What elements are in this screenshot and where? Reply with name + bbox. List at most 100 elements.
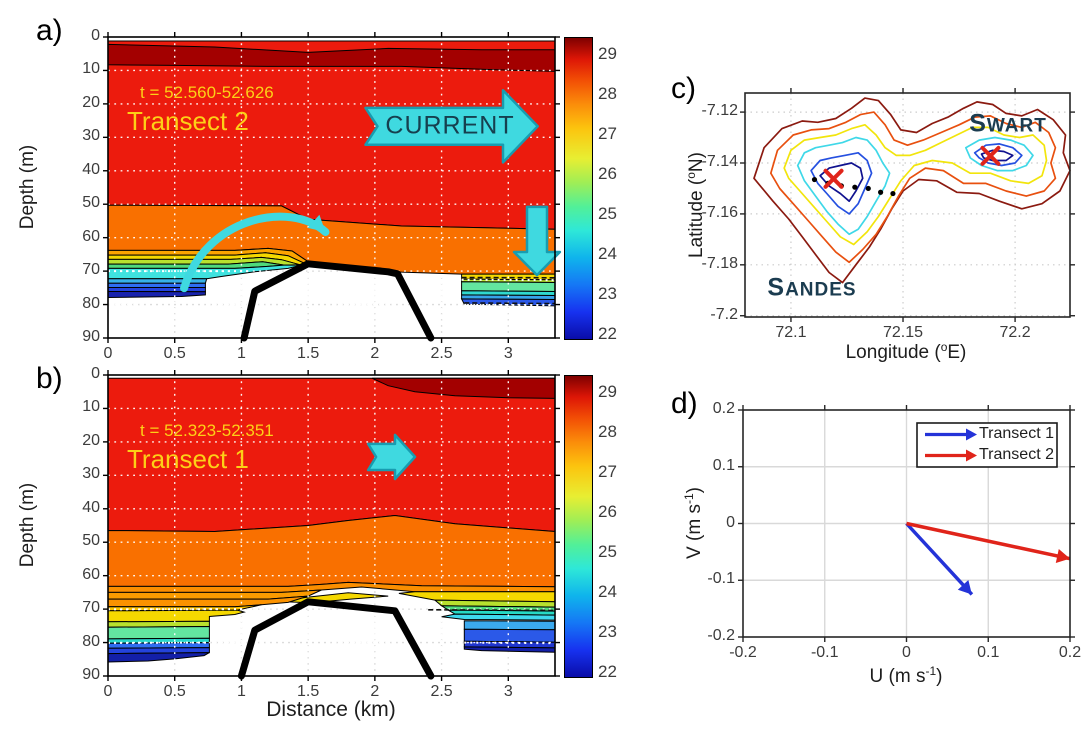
station-dot	[811, 176, 818, 183]
tick-label: 0	[91, 365, 100, 382]
y-axis-label-d: V (m s-1)	[682, 487, 706, 559]
x-axis-label-d-pre: U (m s	[869, 666, 926, 688]
dashed-contour-line	[464, 302, 556, 305]
panel-letter-c: c)	[671, 72, 696, 105]
station-dot	[865, 185, 871, 192]
y-axis-label-b: Depth (m)	[17, 482, 38, 568]
vector-arrowhead-icon	[957, 580, 972, 595]
tick-label: 70	[82, 599, 100, 617]
y-axis-label-d-pre: V (m s	[684, 504, 706, 559]
tick-label: -0.1	[810, 644, 839, 661]
swart-label: SWART	[969, 110, 1047, 139]
bathymetry-contour	[783, 123, 1048, 246]
current-label: CURRENT	[385, 111, 515, 140]
degree-sup: o	[940, 339, 948, 354]
tick-label: 30	[82, 465, 100, 483]
tick-label: -0.2	[729, 644, 757, 661]
tick-label: 0.1	[712, 456, 735, 474]
y-axis-label-d-post: )	[684, 487, 706, 494]
tick-label: 80	[82, 632, 100, 650]
contour-band	[107, 278, 208, 284]
sandes-label: SANDES	[767, 274, 856, 303]
tick-label: 23	[598, 622, 617, 642]
tick-label: 28	[598, 422, 617, 442]
panel-letter-b: b)	[36, 362, 63, 395]
legend-entry-transect-2: Transect 2	[979, 446, 1054, 463]
x-axis-label-c: Longitude (oE)	[846, 340, 967, 364]
tick-label: 20	[82, 93, 100, 111]
sandes-initial: S	[767, 273, 786, 302]
legend-box	[916, 422, 1058, 468]
station-dot	[878, 189, 884, 195]
tick-label: 24	[598, 582, 617, 602]
transect-1-label: Transect 1	[127, 444, 249, 474]
inverse-sup: -1	[925, 663, 937, 678]
time-window-label-b: t = 52.323-52.351	[140, 421, 274, 440]
inverse-sup: -1	[681, 493, 696, 505]
tick-label: 27	[598, 462, 617, 482]
legend-entry-transect-1: Transect 1	[979, 425, 1054, 442]
tick-label: 90	[82, 328, 100, 345]
tick-label: 50	[82, 532, 100, 550]
tick-label: 29	[598, 382, 617, 401]
bathymetry-contour	[964, 136, 1034, 172]
contour-band	[463, 620, 556, 631]
degree-sup: o	[683, 172, 698, 179]
tick-label: 2	[370, 345, 380, 362]
x-axis-label-c-post: E)	[947, 342, 967, 364]
colorbar-b	[564, 375, 593, 678]
tick-label: 29	[598, 44, 617, 63]
current-block-arrow-icon	[366, 433, 417, 481]
tick-label: -7.12	[701, 102, 738, 120]
tick-label: 60	[82, 565, 100, 583]
tick-label: 10	[82, 398, 100, 416]
curved-arrowhead-icon	[307, 214, 326, 232]
tick-label: 0	[91, 27, 100, 44]
x-axis-label-d-post: )	[936, 666, 943, 688]
vector-transect-2	[906, 521, 1071, 561]
tick-label: 0	[726, 513, 735, 531]
seamount-topography-line	[240, 260, 435, 342]
x-axis-label-c-pre: Longitude (	[845, 342, 941, 364]
tick-label: -7.2	[710, 305, 738, 323]
tick-label: 72.2	[999, 324, 1031, 341]
tick-label: 3	[503, 683, 513, 700]
tick-label: 27	[598, 124, 617, 144]
panel-letter-d: d)	[671, 387, 698, 420]
tick-label: 2.5	[430, 683, 453, 700]
y-axis-label-c: Latitude (oN)	[684, 152, 708, 258]
tick-label: 72.1	[775, 324, 807, 341]
contour-band	[463, 646, 556, 653]
tick-label: 26	[598, 164, 617, 184]
tick-label: 20	[82, 431, 100, 449]
tick-label: 2	[370, 683, 380, 700]
tick-label: 3	[503, 345, 513, 362]
bathymetry-contour	[810, 151, 873, 215]
legend-arrowhead-icon	[966, 428, 977, 441]
y-axis-label-c-pre: Latitude (	[686, 178, 708, 258]
contour-band	[107, 282, 206, 288]
downwelling-arrow-icon	[512, 205, 562, 277]
contour-band	[463, 628, 556, 643]
dashed-contour-line	[428, 608, 556, 612]
tick-label: 0.1	[977, 644, 1000, 661]
tick-label: 70	[82, 261, 100, 279]
axis-box	[107, 374, 556, 677]
contour-band	[107, 625, 210, 640]
panel-letter-a: a)	[36, 14, 63, 47]
legend-arrowhead-icon	[966, 449, 977, 462]
tick-label: -7.18	[701, 254, 738, 272]
tick-label: 0.5	[163, 345, 186, 362]
x-marker-icon	[980, 145, 1001, 166]
vector-transect-1	[905, 522, 974, 596]
bathymetry-contour	[796, 136, 891, 236]
x-marker-icon	[823, 168, 844, 189]
tick-label: 60	[82, 227, 100, 245]
swart-initial: S	[969, 109, 987, 138]
tick-label: 40	[82, 160, 100, 178]
tick-label: 80	[82, 294, 100, 312]
tick-label: -7.16	[701, 203, 738, 221]
tick-label: 26	[598, 502, 617, 522]
tick-label: 24	[598, 244, 617, 264]
